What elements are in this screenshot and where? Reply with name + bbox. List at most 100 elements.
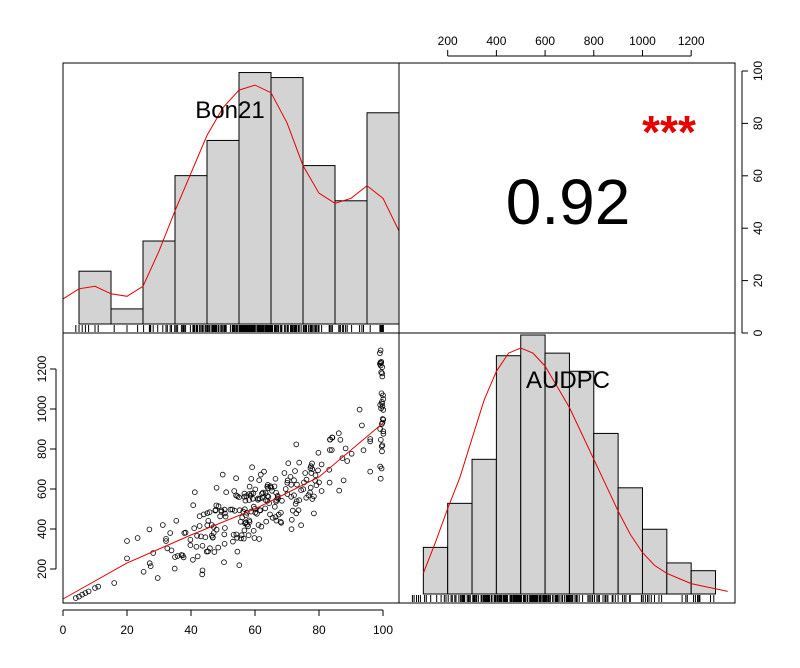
- right-axis-tick-label: 40: [751, 221, 765, 235]
- scatter-point: [163, 538, 169, 544]
- scatter-point: [326, 479, 333, 486]
- scatter-point: [167, 530, 174, 536]
- right-axis-tick-label: 20: [751, 274, 765, 288]
- scatter-point: [291, 477, 297, 484]
- scatter-point: [215, 544, 222, 551]
- audpc-histogram-bar: [520, 334, 546, 595]
- scatter-point: [254, 510, 260, 517]
- bon21-histogram-bar: [366, 112, 400, 325]
- scatter-point: [194, 532, 200, 539]
- scatter-point: [271, 483, 278, 490]
- top-axis-tick-label: 400: [486, 34, 506, 48]
- scatter-point: [262, 490, 269, 496]
- scatter-point: [327, 436, 333, 443]
- scatter-point: [261, 468, 267, 475]
- scatter-point: [146, 526, 153, 533]
- scatter-point: [222, 513, 229, 520]
- scatter-point: [336, 487, 343, 494]
- scatter-point: [312, 472, 319, 479]
- scatter-point: [234, 548, 241, 555]
- left-axis-tick-label: 800: [35, 439, 49, 459]
- scatter-point: [298, 522, 304, 528]
- scatter-point: [292, 468, 298, 474]
- scatter-point: [234, 534, 240, 541]
- scatter-point: [236, 562, 243, 568]
- audpc-histogram-panel: AUDPC: [411, 334, 728, 602]
- scatter-point: [205, 548, 211, 555]
- bon21-histogram-bar: [78, 270, 112, 325]
- scatter-point: [154, 575, 161, 581]
- scatter-point: [204, 510, 211, 517]
- bottom-axis-tick-label: 20: [120, 623, 134, 637]
- scatter-point: [111, 580, 117, 586]
- bottom-axis-tick-label: 80: [312, 623, 326, 637]
- scatter-point: [311, 493, 317, 500]
- scatter-point: [284, 477, 291, 484]
- significance-stars: ***: [642, 106, 696, 158]
- scatter-point: [295, 507, 302, 514]
- scatter-point: [199, 571, 206, 578]
- scatter-point: [255, 522, 262, 528]
- scatter-point: [250, 527, 257, 534]
- scatter-point: [201, 511, 207, 518]
- scatter-point: [173, 517, 180, 524]
- scatter-point: [255, 495, 262, 502]
- right-axis-tick-label: 100: [751, 61, 765, 81]
- scatter-point: [222, 510, 228, 517]
- scatter-point: [303, 476, 310, 483]
- top-axis-tick-label: 1200: [678, 34, 705, 48]
- scatter-point: [380, 430, 387, 437]
- scatter-point: [318, 488, 325, 494]
- scatter-point: [367, 438, 374, 445]
- scatter-point: [328, 447, 335, 453]
- scatter-point: [246, 483, 253, 490]
- scatter-point: [191, 525, 198, 531]
- scatter-point: [248, 475, 255, 482]
- scatter-point: [239, 514, 246, 521]
- scatter-point: [79, 591, 85, 598]
- scatter-point: [377, 426, 384, 432]
- scatter-point: [287, 473, 294, 480]
- scatter-point: [377, 350, 383, 356]
- scatter-point: [268, 484, 275, 491]
- scatter-trend-line: [62, 422, 384, 600]
- scatter-point: [223, 489, 230, 496]
- right-axis-tick-label: 0: [751, 329, 765, 336]
- scatter-point: [204, 522, 211, 528]
- scatter-point: [182, 529, 189, 536]
- audpc-histogram-bar: [544, 352, 570, 595]
- bon21-histogram-bar: [206, 139, 240, 325]
- scatter-point: [288, 493, 295, 500]
- scatter-point: [292, 500, 299, 507]
- scatter-point: [259, 490, 265, 497]
- scatter-point: [288, 516, 295, 523]
- scatter-point: [245, 532, 252, 538]
- bon21-histogram-bar: [238, 72, 272, 325]
- scatter-point: [234, 493, 241, 500]
- bon21-histogram-bar: [270, 77, 304, 325]
- scatter-point: [187, 536, 194, 543]
- scatter-point: [294, 481, 300, 488]
- scatter-point: [379, 419, 386, 426]
- scatter-point: [293, 498, 300, 505]
- audpc-histogram-bar: [641, 528, 668, 595]
- scatter-point: [285, 460, 292, 467]
- scatter-point: [269, 514, 276, 521]
- scatter-point: [209, 522, 215, 528]
- scatter-point: [202, 534, 209, 540]
- scatter-point: [256, 477, 263, 484]
- scatter-point: [379, 370, 385, 377]
- scatter-point: [164, 545, 171, 552]
- scatter-point: [377, 475, 384, 482]
- bon21-histogram-bar: [302, 165, 336, 325]
- scatter-point: [229, 506, 236, 513]
- scatter-point: [85, 588, 92, 595]
- scatter-point: [124, 538, 130, 544]
- scatter-point: [380, 416, 387, 423]
- scatter-point: [252, 509, 259, 516]
- scatter-point: [360, 447, 367, 454]
- scatter-point: [340, 477, 347, 484]
- scatter-point: [160, 522, 166, 528]
- scatter-point: [222, 525, 228, 531]
- scatter-point: [289, 507, 296, 514]
